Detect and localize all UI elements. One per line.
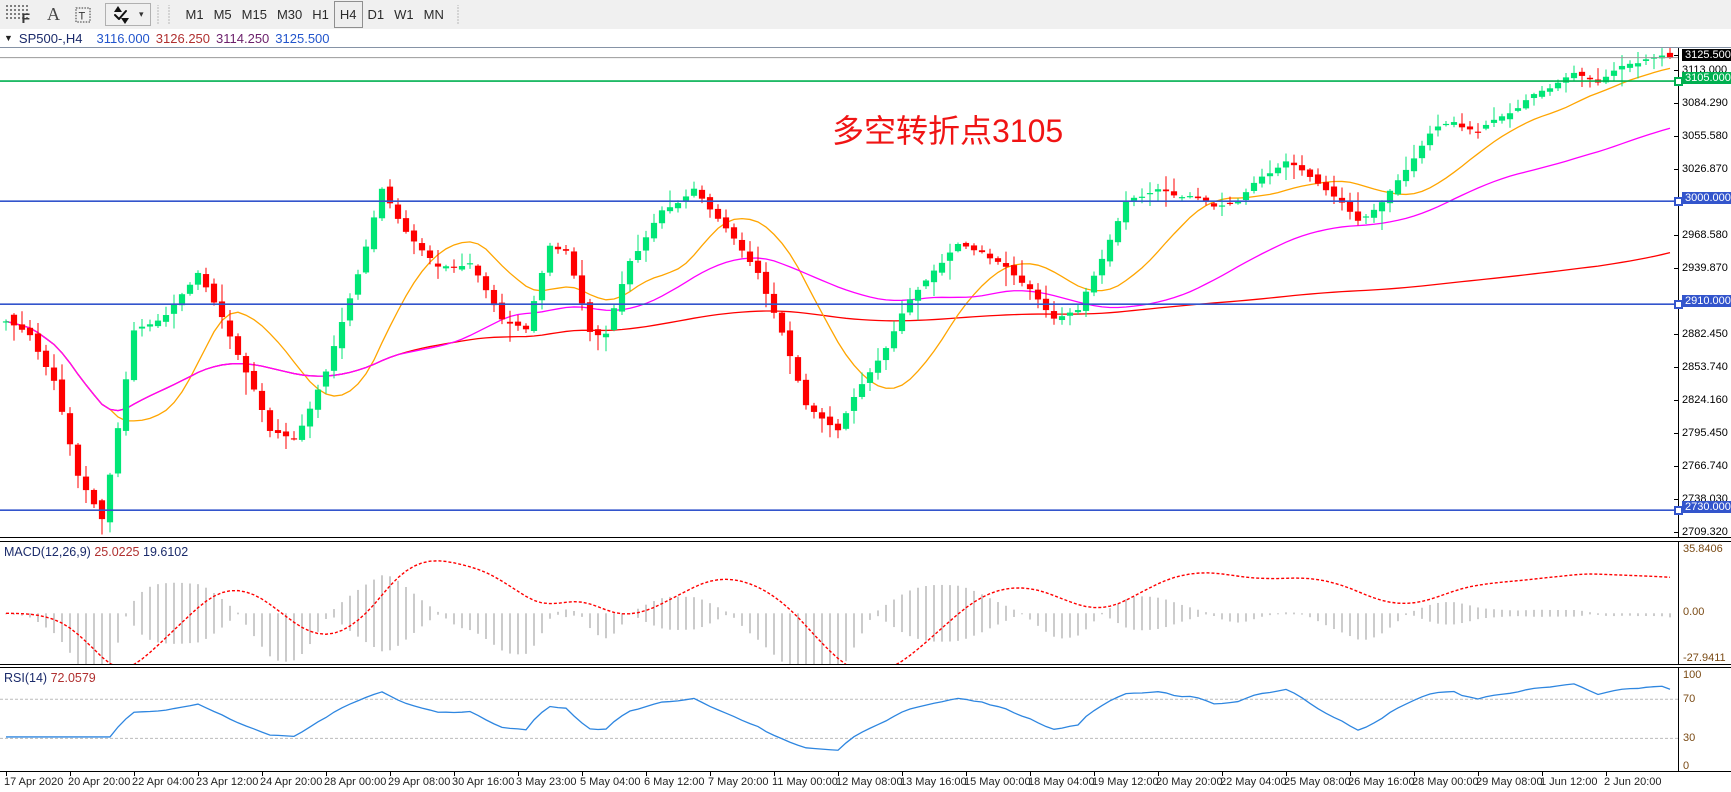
svg-text:T: T: [79, 10, 86, 22]
